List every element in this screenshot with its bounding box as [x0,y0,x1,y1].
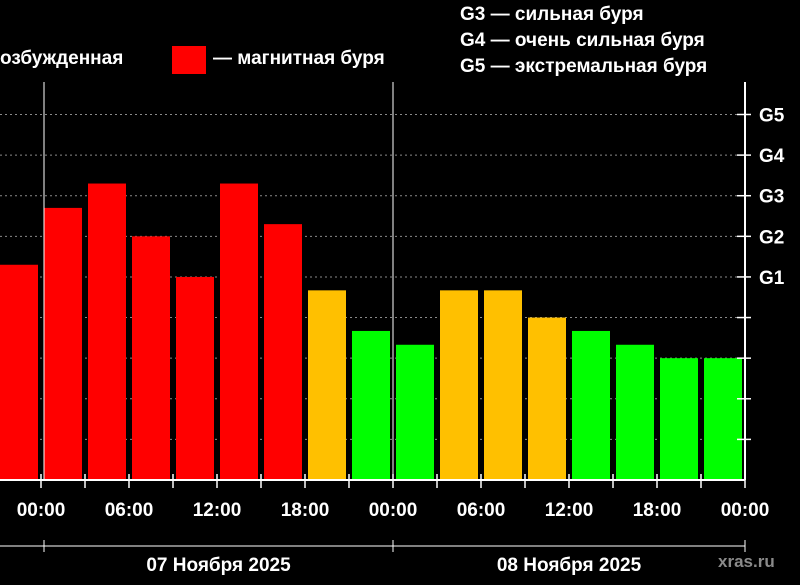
y-tick-label: G4 [759,146,785,167]
kp-bar [0,264,38,480]
legend-storm-label: — магнитная буря [213,48,385,69]
x-tick-label: 00:00 [17,500,66,521]
legend-g5-label: G5 — экстремальная буря [460,56,708,77]
kp-bar [132,236,170,480]
kp-bar [176,276,214,480]
x-tick-label: 12:00 [545,500,594,521]
x-tick-label: 00:00 [721,500,770,521]
date-label: 07 Ноября 2025 [146,555,291,576]
x-tick-label: 12:00 [193,500,242,521]
kp-bar [484,290,522,480]
x-tick-label: 06:00 [105,500,154,521]
kp-bar [572,330,610,480]
y-tick-label: G3 [759,187,784,208]
kp-bar [264,224,302,480]
y-tick-label: G5 [759,105,785,126]
kp-bar [616,344,654,480]
kp-bar [352,330,390,480]
legend-g3-label: G3 — сильная буря [460,4,644,25]
legend-storm-swatch [172,46,206,74]
y-tick-label: G1 [759,268,785,289]
x-tick-label: 18:00 [281,500,330,521]
x-tick-label: 00:00 [369,500,418,521]
kp-bar [704,358,742,480]
kp-bar [660,358,698,480]
watermark: xras.ru [718,552,775,571]
kp-bar [44,207,82,481]
kp-bar [88,183,126,480]
kp-bar [440,290,478,480]
y-tick-label: G2 [759,227,784,248]
x-tick-label: 06:00 [457,500,506,521]
legend-g4-label: G4 — очень сильная буря [460,30,705,51]
x-tick-label: 18:00 [633,500,682,521]
legend-excited-label: озбужденная [0,48,124,69]
kp-bar [528,317,566,480]
kp-bar [308,290,346,480]
date-label: 08 Ноября 2025 [497,555,642,576]
kp-bar [396,344,434,480]
kp-bar [220,183,258,480]
